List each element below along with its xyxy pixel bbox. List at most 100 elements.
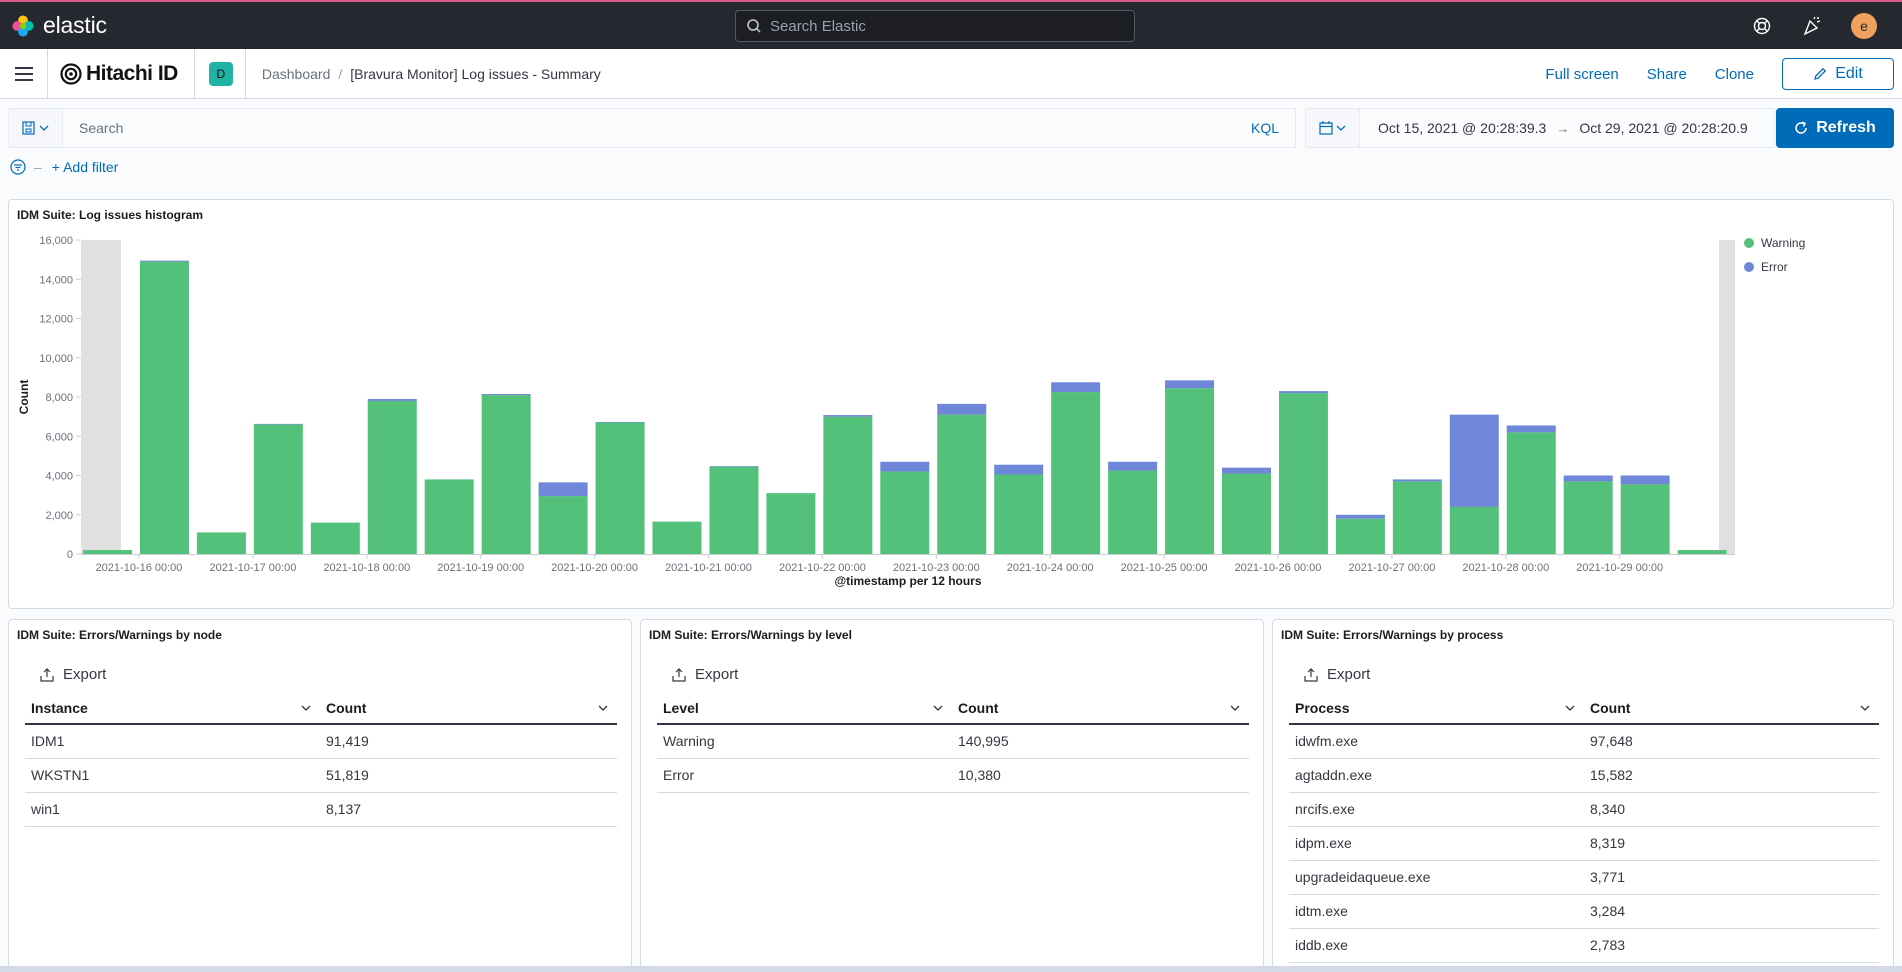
warning-bar — [1677, 550, 1727, 554]
warning-bar — [1392, 481, 1442, 554]
error-bar — [823, 415, 873, 417]
refresh-button-label: Refresh — [1816, 119, 1876, 136]
error-bar — [880, 461, 930, 472]
menu-toggle-button[interactable] — [0, 48, 48, 99]
hitachi-brand[interactable]: Hitachi ID — [48, 48, 195, 99]
process-table-panel: IDM Suite: Errors/Warnings by process Ex… — [1272, 619, 1894, 972]
export-label: Export — [63, 666, 107, 683]
table-row: win1 8,137 — [25, 792, 617, 827]
node-table-panel: IDM Suite: Errors/Warnings by node Expor… — [8, 619, 632, 972]
error-bar — [1108, 461, 1158, 471]
column-header-instance[interactable]: Instance — [25, 692, 320, 725]
error-bar — [1620, 475, 1670, 485]
elastic-logo[interactable]: elastic — [10, 12, 160, 39]
refresh-icon — [1795, 121, 1807, 134]
warning-bar — [83, 550, 132, 554]
news-feed-icon[interactable] — [1801, 15, 1823, 37]
table-row: upgradeidaqueue.exe 3,771 — [1289, 860, 1879, 895]
warning-bar — [424, 479, 474, 554]
error-bar — [1165, 380, 1215, 389]
full-screen-button[interactable]: Full screen — [1545, 65, 1619, 83]
elastic-logo-icon — [12, 14, 34, 37]
export-button[interactable]: Export — [1303, 666, 1370, 683]
global-search-input[interactable]: Search Elastic — [735, 10, 1135, 42]
level-table-panel: IDM Suite: Errors/Warnings by level Expo… — [640, 619, 1264, 972]
clone-button[interactable]: Clone — [1714, 65, 1754, 83]
date-quick-select-button[interactable] — [1306, 109, 1360, 147]
edit-button-label: Edit — [1835, 65, 1863, 82]
horizontal-scrollbar[interactable] — [0, 966, 1902, 972]
refresh-button[interactable]: Refresh — [1776, 108, 1894, 148]
export-icon — [672, 667, 686, 682]
y-tick-label: 12,000 — [39, 314, 73, 326]
column-header-count[interactable]: Count — [1584, 692, 1879, 725]
share-button[interactable]: Share — [1646, 65, 1687, 83]
level-table: Level Count Warning 140,995 Error 10,380 — [657, 692, 1249, 793]
breadcrumb-current: [Bravura Monitor] Log issues - Summary — [350, 65, 601, 82]
legend-item: Error — [1761, 260, 1788, 274]
date-start[interactable]: Oct 15, 2021 @ 20:28:39.3 — [1378, 120, 1547, 136]
warning-bar — [1051, 392, 1101, 554]
export-button[interactable]: Export — [671, 666, 738, 683]
warning-bar — [481, 395, 531, 554]
x-tick-label: 2021-10-24 00:00 — [1007, 562, 1094, 574]
warning-bar — [1222, 473, 1271, 554]
legend-swatch — [1744, 262, 1754, 272]
warning-bar — [310, 522, 360, 554]
warning-bar — [652, 521, 702, 554]
table-row: idpm.exe 8,319 — [1289, 826, 1879, 861]
warning-bar — [1278, 393, 1328, 554]
column-header-count[interactable]: Count — [320, 692, 617, 725]
query-search-input[interactable]: Search — [79, 120, 124, 136]
process-table: Process Count idwfm.exe 97,648 agtaddn.ex… — [1289, 692, 1879, 963]
error-bar — [994, 464, 1044, 475]
error-bar — [538, 482, 588, 497]
x-tick-label: 2021-10-28 00:00 — [1462, 562, 1549, 574]
column-header-count[interactable]: Count — [952, 692, 1249, 725]
column-header-level[interactable]: Level — [657, 692, 952, 725]
edit-button[interactable]: Edit — [1782, 58, 1894, 90]
chevron-down-icon — [933, 705, 943, 711]
node-table: Instance Count IDM1 91,419 WKSTN1 51,819 w… — [25, 692, 617, 827]
y-tick-label: 8,000 — [45, 392, 73, 404]
x-tick-label: 2021-10-18 00:00 — [323, 562, 410, 574]
x-tick-label: 2021-10-19 00:00 — [437, 562, 524, 574]
chevron-down-icon — [1860, 705, 1870, 711]
space-selector[interactable]: D — [208, 61, 233, 86]
error-bar — [1563, 475, 1613, 482]
x-tick-label: 2021-10-26 00:00 — [1235, 562, 1322, 574]
x-tick-label: 2021-10-22 00:00 — [779, 562, 866, 574]
warning-bar — [595, 422, 645, 554]
user-avatar[interactable]: e — [1851, 12, 1877, 39]
warning-bar — [1165, 388, 1215, 554]
table-row: WKSTN1 51,819 — [25, 758, 617, 793]
help-icon[interactable] — [1751, 15, 1773, 37]
date-picker: Oct 15, 2021 @ 20:28:39.3 → Oct 29, 2021… — [1305, 108, 1775, 148]
add-filter-button[interactable]: + Add filter — [51, 159, 119, 175]
process-table-title: IDM Suite: Errors/Warnings by process — [1281, 628, 1504, 642]
y-tick-label: 10,000 — [39, 353, 73, 365]
search-icon — [747, 19, 761, 33]
filter-divider: – — [34, 159, 42, 175]
filter-options-icon[interactable] — [10, 159, 26, 175]
save-disk-icon — [21, 121, 48, 135]
export-button[interactable]: Export — [39, 666, 106, 683]
error-bar — [481, 394, 531, 396]
calendar-icon — [1318, 121, 1345, 135]
saved-query-button[interactable] — [9, 109, 63, 147]
error-bar — [1222, 467, 1271, 474]
warning-bar — [709, 466, 759, 554]
arrow-right-icon: → — [1556, 120, 1570, 136]
date-end[interactable]: Oct 29, 2021 @ 20:28:20.9 — [1579, 120, 1748, 136]
warning-bar — [937, 414, 987, 554]
warning-bar — [823, 416, 873, 554]
query-language-button[interactable]: KQL — [1250, 120, 1279, 136]
column-header-process[interactable]: Process — [1289, 692, 1584, 725]
pencil-icon — [1814, 67, 1827, 80]
error-bar — [139, 260, 189, 262]
query-box: Search KQL — [8, 108, 1296, 148]
breadcrumb-dashboard[interactable]: Dashboard — [261, 65, 331, 82]
histogram-chart: 0 2,000 4,000 6,000 8,000 10,000 12,000 14,000 1… — [17, 235, 1805, 588]
y-tick-label: 0 — [67, 549, 73, 561]
x-tick-label: 2021-10-21 00:00 — [665, 562, 752, 574]
